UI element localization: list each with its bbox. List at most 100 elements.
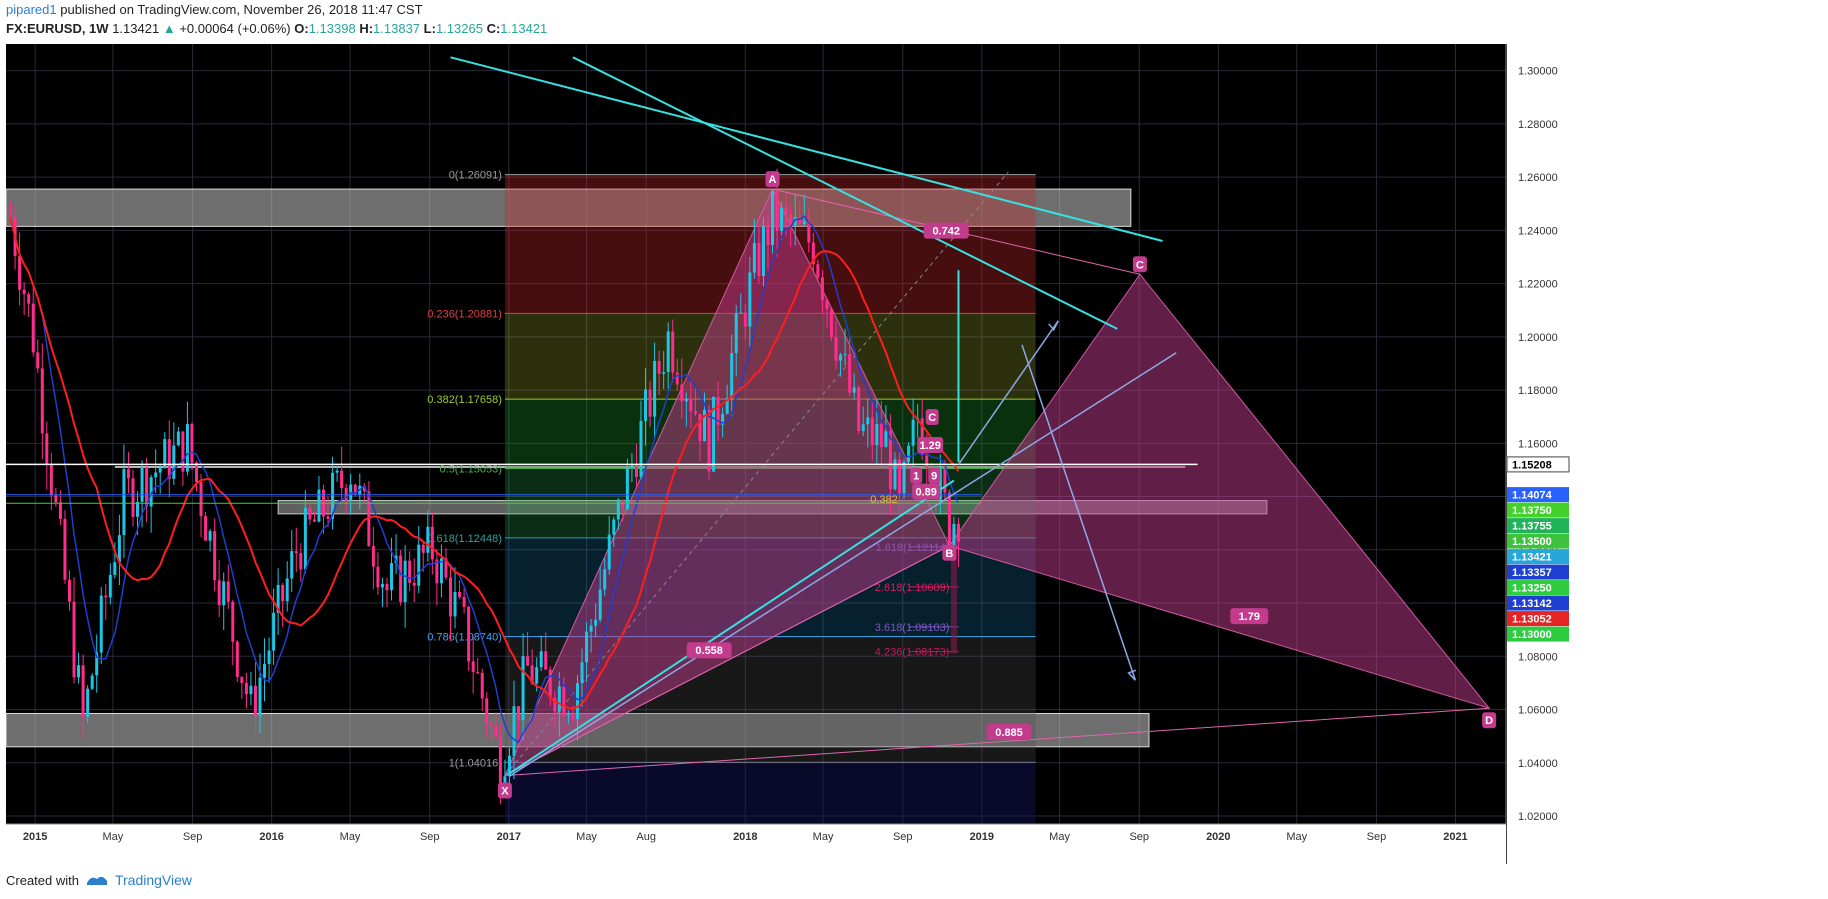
price-tag-label: 1.13000	[1512, 629, 1552, 641]
candle-body	[884, 431, 888, 448]
small-nine-label: 9	[928, 467, 941, 484]
candle-body	[58, 502, 62, 519]
candle-body	[798, 217, 802, 224]
price-tick-label: 1.02000	[1518, 811, 1558, 823]
small-0382-label: 0.382	[870, 494, 898, 506]
label-bg	[1482, 712, 1497, 729]
candle-body	[108, 574, 112, 598]
candles	[9, 168, 960, 805]
candle-body	[671, 331, 675, 373]
small-c-label: C	[925, 409, 939, 426]
candle-body	[630, 464, 634, 468]
time-tick-label: Sep	[420, 831, 440, 843]
price-chart[interactable]: 0(1.26091) 0.236(1.20881) 0.382(1.17658) 0.…	[6, 44, 1828, 864]
candle-body	[353, 484, 357, 495]
candle-body	[644, 389, 648, 421]
time-tick-label: May	[1049, 831, 1070, 843]
candle-body	[403, 560, 407, 602]
high-label: H:	[359, 21, 374, 36]
time-tick-label: May	[576, 831, 597, 843]
candle-body	[675, 372, 679, 385]
candle-body	[222, 581, 226, 606]
candle-body	[589, 625, 593, 632]
candle-body	[435, 559, 439, 584]
candle-body	[653, 360, 657, 417]
candle-body	[730, 353, 734, 398]
candle-body	[40, 368, 44, 434]
candle-body	[340, 470, 344, 489]
candle-body	[185, 423, 189, 472]
label-bg	[497, 782, 512, 799]
candle-body	[67, 579, 71, 602]
price-tag-label: 1.13250	[1512, 583, 1552, 595]
candle-body	[684, 398, 688, 402]
candle-body	[721, 413, 725, 425]
time-tick-label: Sep	[1129, 831, 1149, 843]
price-tick-label: 1.24000	[1518, 225, 1558, 237]
price-tag-label: 1.13357	[1512, 567, 1552, 579]
candle-body	[857, 387, 861, 432]
label-text: 0.885	[995, 727, 1023, 739]
time-tick-label: May	[813, 831, 834, 843]
candle-body	[9, 217, 13, 219]
price-tag-bg	[1507, 549, 1569, 565]
candle-body	[702, 409, 706, 442]
price-tag-bg	[1507, 626, 1569, 642]
candle-body	[444, 558, 448, 578]
price-axis[interactable]: 1.30000 1.28000 1.26000 1.24000 1.22000 1.200…	[1505, 44, 1828, 864]
rising-support-line	[508, 479, 955, 775]
point-d-label: D	[1482, 712, 1497, 729]
candle-body	[512, 706, 516, 756]
candle-body	[539, 651, 543, 668]
candle-body	[380, 583, 384, 588]
time-axis-bg	[6, 824, 1506, 864]
label-bg	[925, 409, 939, 426]
candle-body	[113, 562, 117, 575]
price-tag-label: 1.13755	[1512, 521, 1552, 533]
fib-label: 0.618(1.12448)	[427, 533, 502, 545]
close-value: 1.13421	[500, 21, 548, 36]
price-tick-label: 1.30000	[1518, 66, 1558, 78]
tradingview-link[interactable]: TradingView	[114, 872, 193, 888]
candle-body	[498, 736, 502, 793]
fib-label: 1(1.04016)	[449, 757, 502, 769]
label-text: X	[501, 786, 509, 798]
price-tag-bg	[1507, 580, 1569, 596]
fib-label: 0.5(1.15053)	[440, 464, 502, 476]
label-text: D	[1485, 715, 1493, 727]
published-text: published on TradingView.com, November 2…	[60, 2, 423, 17]
candle-body	[63, 518, 67, 580]
label-text: 0.742	[932, 226, 960, 238]
label-text: B	[945, 548, 953, 560]
candle-body	[898, 459, 902, 494]
author-link[interactable]: pipared1	[6, 2, 57, 17]
candle-body	[194, 462, 198, 483]
price-tick-label: 1.28000	[1518, 119, 1558, 131]
candle-body	[612, 519, 616, 535]
candle-body	[253, 685, 257, 716]
price-tick-label: 1.06000	[1518, 705, 1558, 717]
candle-body	[621, 499, 625, 510]
candle-body	[879, 424, 883, 448]
candle-body	[86, 688, 90, 717]
time-axis[interactable]: 2015 May Sep 2016 May Sep 2017 May Aug 2018 May Sep…	[6, 823, 1506, 864]
time-tick-label: Sep	[1367, 831, 1387, 843]
candle-body	[802, 220, 806, 224]
candle-body	[698, 413, 702, 442]
candle-body	[535, 667, 539, 684]
candle-body	[807, 220, 811, 243]
candle-body	[594, 619, 598, 626]
label-bg	[686, 642, 732, 659]
candle-body	[267, 650, 271, 665]
price-tag: 1.13500	[1507, 533, 1569, 549]
candle-body	[421, 544, 425, 553]
price-tick-label: 1.20000	[1518, 332, 1558, 344]
candle-body	[480, 672, 484, 699]
candle-body	[829, 308, 833, 338]
label-text: C	[1136, 259, 1144, 271]
candle-body	[893, 459, 897, 490]
candle-body	[154, 472, 158, 478]
candle-body	[22, 289, 26, 295]
candle-body	[839, 354, 843, 361]
candle-body	[739, 312, 743, 314]
